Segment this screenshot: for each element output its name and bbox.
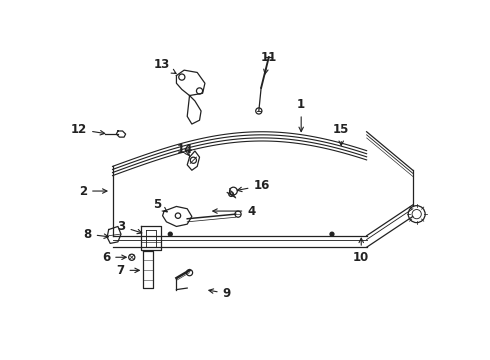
Text: 15: 15	[333, 123, 349, 145]
Text: 7: 7	[117, 264, 139, 277]
Text: 3: 3	[118, 220, 142, 234]
Text: 4: 4	[213, 204, 255, 217]
Text: 8: 8	[83, 228, 108, 240]
Text: 14: 14	[176, 143, 193, 156]
Text: 2: 2	[79, 185, 107, 198]
Text: 5: 5	[153, 198, 167, 212]
Text: 6: 6	[102, 251, 126, 264]
Text: 1: 1	[297, 98, 305, 131]
Text: 12: 12	[71, 123, 105, 136]
Circle shape	[169, 232, 172, 236]
Text: 16: 16	[237, 179, 270, 192]
Text: 11: 11	[260, 50, 276, 74]
Text: 10: 10	[353, 238, 369, 264]
Circle shape	[330, 232, 334, 236]
Text: 9: 9	[209, 287, 231, 300]
Text: 13: 13	[153, 58, 176, 73]
